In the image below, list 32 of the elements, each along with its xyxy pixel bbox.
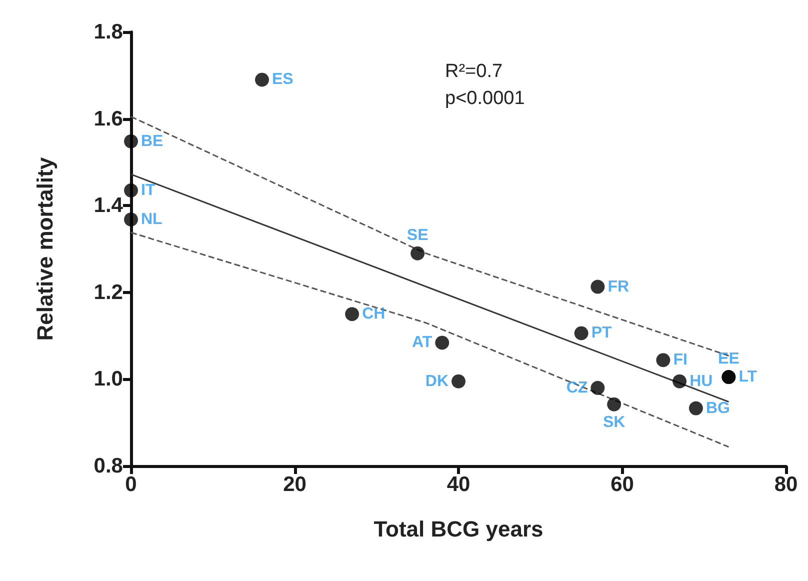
y-tick-label: 1.6	[94, 107, 123, 130]
data-label: AT	[412, 334, 432, 352]
data-label: CZ	[566, 379, 588, 396]
x-tick-label: 80	[774, 473, 798, 496]
y-tick-label: 1.0	[94, 368, 123, 391]
data-label: BE	[141, 132, 164, 150]
x-tick-label: 20	[283, 473, 306, 496]
data-label: SK	[602, 414, 626, 431]
data-label: DK	[425, 372, 449, 390]
data-label: BG	[706, 400, 730, 417]
x-axis-title: Total BCG years	[374, 516, 544, 542]
data-label: SE	[406, 226, 429, 244]
x-tick-label: 60	[610, 473, 634, 496]
y-tick-label: 0.8	[94, 454, 124, 478]
y-tick-label: 1.4	[94, 194, 124, 218]
data-label: EE	[718, 350, 740, 368]
data-label: FR	[608, 278, 630, 296]
y-axis-title: Relative mortality	[32, 156, 58, 341]
data-label: LT	[738, 368, 758, 386]
y-tick-label: 1.8	[94, 20, 124, 44]
data-label: NL	[141, 210, 163, 228]
x-tick-label: 0	[125, 473, 137, 496]
x-tick-label: 40	[446, 473, 470, 496]
data-label: FI	[673, 352, 688, 369]
annotation: R²=0.7	[445, 61, 503, 82]
y-tick-label: 1.2	[94, 280, 123, 304]
data-label: HU	[690, 372, 713, 390]
data-label: CH	[362, 306, 386, 323]
annotation: p<0.0001	[445, 88, 525, 109]
data-label: PT	[591, 324, 612, 342]
data-label: ES	[272, 71, 294, 88]
data-label: IT	[141, 182, 156, 199]
